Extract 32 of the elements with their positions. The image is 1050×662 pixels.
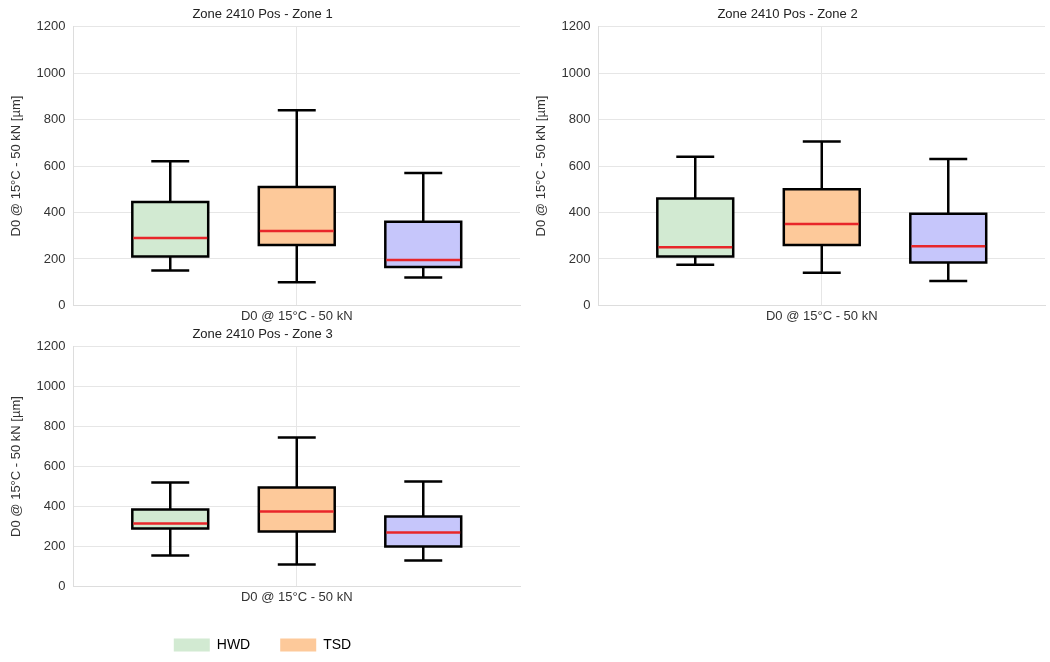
- chart-title: Zone 2410 Pos - Zone 1: [192, 6, 333, 22]
- chart-title: Zone 2410 Pos - Zone 2: [717, 6, 858, 22]
- y-tick-label: 800: [568, 111, 591, 127]
- y-tick-label: 0: [58, 296, 66, 312]
- x-tick-label: D0 @ 15°C - 50 kN: [240, 588, 353, 604]
- y-tick-label: 1200: [561, 18, 591, 34]
- y-tick-label: 1200: [36, 338, 66, 354]
- y-tick-label: 1000: [561, 64, 591, 80]
- y-tick-label: 0: [58, 577, 66, 593]
- y-axis-title: D0 @ 15°C - 50 kN [µm]: [533, 95, 549, 237]
- y-tick-label: 1000: [36, 378, 66, 394]
- y-tick-label: 400: [568, 204, 591, 220]
- y-tick-label: 600: [568, 157, 591, 173]
- legend-label: TSD: [323, 635, 352, 652]
- legend-label: HWD: [216, 635, 251, 652]
- y-tick-label: 800: [43, 418, 66, 434]
- y-axis-title: D0 @ 15°C - 50 kN [µm]: [8, 396, 24, 537]
- y-tick-label: 400: [43, 498, 66, 514]
- y-tick-label: 600: [43, 157, 66, 173]
- y-tick-label: 1000: [36, 64, 66, 80]
- y-tick-label: 800: [43, 111, 66, 127]
- y-tick-label: 200: [43, 250, 66, 266]
- chart-title: Zone 2410 Pos - Zone 3: [192, 326, 333, 342]
- y-tick-label: 1200: [36, 18, 66, 34]
- y-tick-label: 200: [568, 250, 591, 266]
- y-axis-title: D0 @ 15°C - 50 kN [µm]: [8, 95, 24, 237]
- y-tick-label: 600: [43, 458, 66, 474]
- y-tick-label: 0: [583, 296, 591, 312]
- y-tick-label: 400: [43, 204, 66, 220]
- x-tick-label: D0 @ 15°C - 50 kN: [765, 307, 878, 323]
- x-tick-label: D0 @ 15°C - 50 kN: [240, 307, 353, 323]
- y-tick-label: 200: [43, 538, 66, 554]
